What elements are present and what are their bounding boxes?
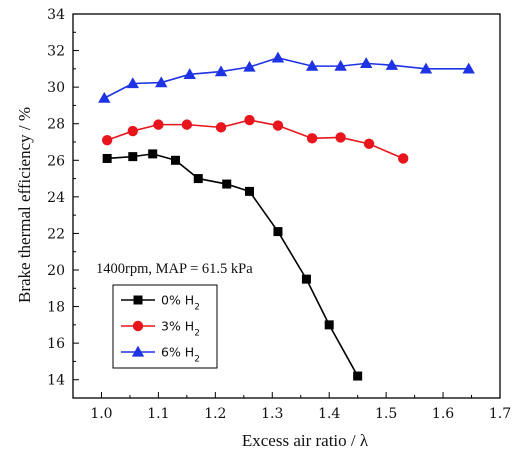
series-2 (98, 51, 475, 103)
data-point (214, 65, 228, 77)
legend-marker (132, 320, 144, 332)
x-tick-label: 1.5 (375, 406, 397, 422)
x-tick-label: 1.6 (432, 406, 454, 422)
y-tick-label: 14 (47, 373, 65, 389)
series-line (103, 57, 469, 99)
data-point (244, 186, 254, 196)
data-point (398, 153, 409, 164)
y-tick-label: 24 (47, 190, 65, 206)
data-point (193, 174, 203, 184)
x-tick-label: 1.4 (318, 406, 340, 422)
data-point (155, 76, 168, 88)
data-point (301, 274, 311, 284)
y-tick-label: 16 (47, 336, 65, 352)
x-tick-label: 1.2 (204, 406, 226, 422)
plot-series (98, 51, 475, 381)
data-point (273, 227, 283, 237)
y-tick-label: 30 (47, 80, 65, 96)
y-tick-label: 34 (47, 7, 65, 23)
x-tick-label: 1.3 (261, 406, 283, 422)
data-point (385, 59, 399, 70)
y-tick-label: 22 (47, 226, 65, 242)
data-point (153, 119, 164, 130)
y-tick-label: 20 (47, 263, 65, 279)
x-tick-label: 1.7 (489, 406, 511, 422)
data-point (215, 122, 227, 133)
legend: 0% H23% H26% H2 (112, 284, 218, 369)
data-point (335, 132, 346, 143)
series-1 (101, 114, 409, 164)
data-point (353, 371, 363, 381)
y-tick-label: 26 (47, 153, 65, 169)
axes: 1.0 1.1 1.2 1.3 1.4 1.5 1.6 1.7 14 16 18 20 22 24 26 28… (47, 7, 511, 422)
legend-marker (131, 345, 145, 357)
series-0 (102, 149, 363, 381)
data-point (306, 133, 318, 144)
y-tick-label: 18 (47, 300, 65, 316)
data-point (305, 59, 319, 71)
data-point (98, 91, 111, 103)
x-axis-title: Excess air ratio / λ (242, 431, 369, 450)
data-point (222, 179, 232, 189)
y-tick-label: 28 (47, 117, 65, 133)
x-tick-label: 1.1 (147, 406, 169, 422)
data-point (272, 120, 284, 131)
data-point (102, 153, 112, 163)
data-point (128, 152, 138, 162)
data-point (181, 119, 193, 130)
data-point (462, 62, 475, 74)
x-tick-label: 1.0 (90, 406, 112, 422)
plot-frame (72, 13, 501, 399)
data-point (324, 320, 334, 330)
data-point (271, 51, 285, 63)
data-point (170, 155, 180, 165)
data-point (183, 68, 196, 79)
data-point (126, 77, 139, 89)
data-point (101, 134, 113, 146)
y-tick-label: 32 (47, 44, 65, 60)
data-point (334, 59, 347, 71)
condition-annotation: 1400rpm, MAP = 61.5 kPa (96, 261, 253, 277)
data-point (127, 125, 138, 137)
data-point (419, 62, 433, 74)
data-point (363, 138, 375, 150)
data-point (148, 149, 158, 159)
data-point (244, 114, 255, 126)
data-point (360, 57, 373, 69)
y-axis-title: Brake thermal efficiency / % (15, 107, 34, 303)
data-point (243, 60, 256, 72)
legend-marker (133, 295, 143, 305)
